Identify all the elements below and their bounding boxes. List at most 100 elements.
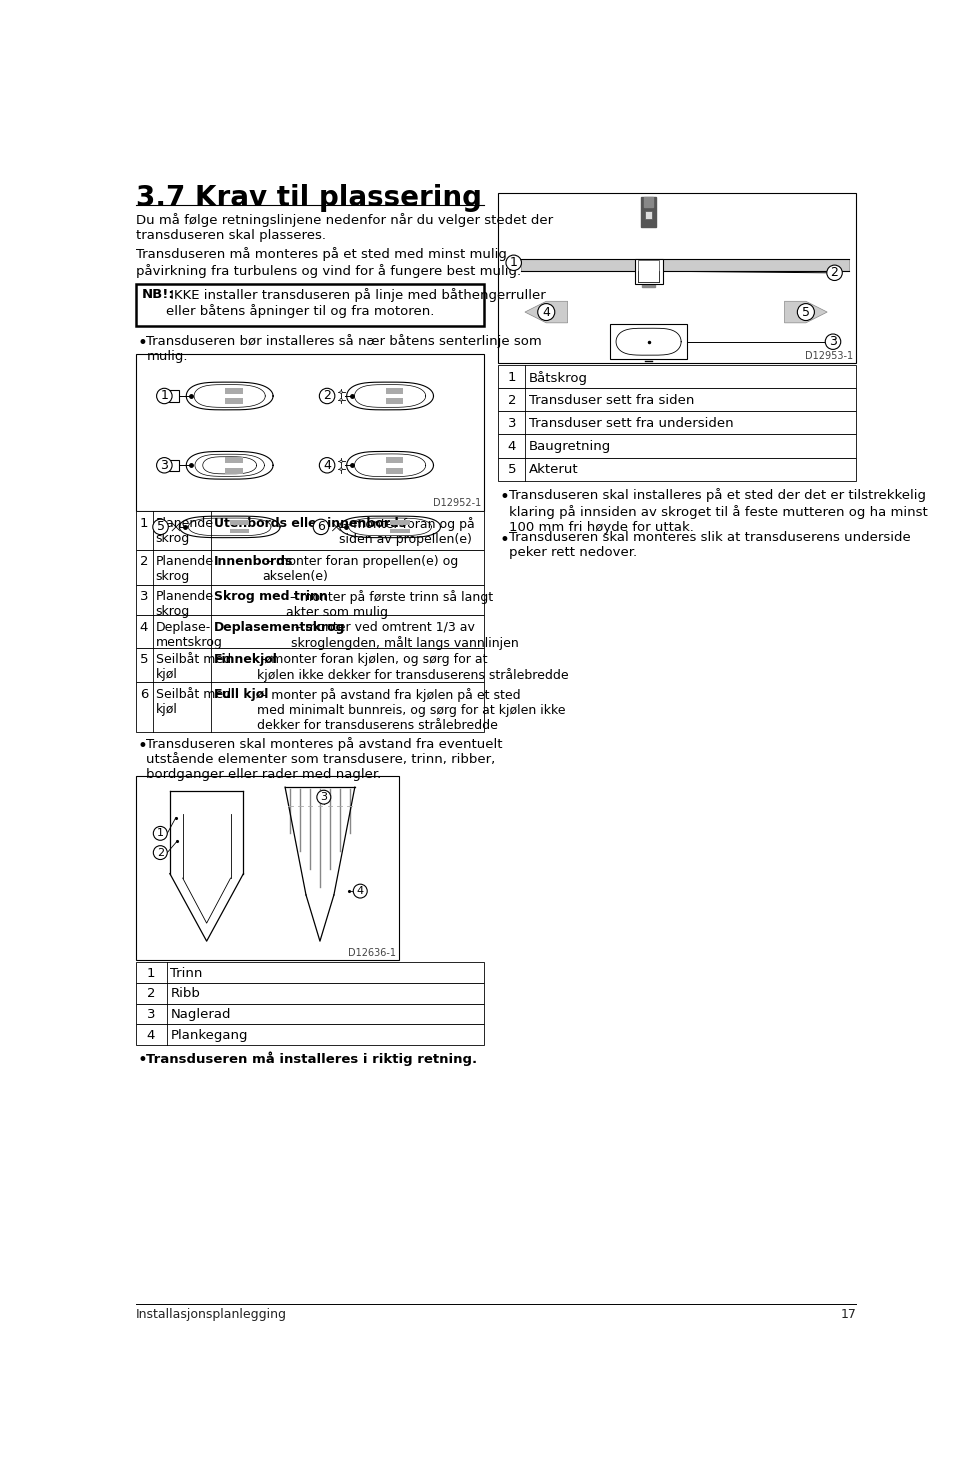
Bar: [644, 197, 653, 206]
Bar: [135, 585, 484, 616]
Circle shape: [320, 389, 335, 404]
Circle shape: [340, 460, 343, 463]
Circle shape: [827, 266, 842, 280]
Bar: [135, 962, 484, 982]
Text: 4: 4: [357, 886, 364, 896]
Polygon shape: [525, 301, 567, 324]
Text: 3: 3: [140, 591, 148, 603]
Polygon shape: [784, 301, 828, 324]
Circle shape: [156, 389, 172, 404]
Polygon shape: [347, 383, 434, 410]
Text: Transduseren skal installeres på et sted der det er tilstrekkelig
klaring på inn: Transduseren skal installeres på et sted…: [509, 488, 927, 534]
Circle shape: [317, 789, 331, 804]
Text: NB!:: NB!:: [142, 288, 175, 301]
Text: 3: 3: [160, 459, 168, 472]
Text: Installasjonsplanlegging: Installasjonsplanlegging: [135, 1309, 286, 1321]
Text: Transduser sett fra undersiden: Transduser sett fra undersiden: [529, 417, 733, 430]
Text: 5: 5: [140, 653, 148, 666]
Text: 4: 4: [542, 306, 550, 319]
Text: 4: 4: [147, 1028, 156, 1042]
Text: Transduser sett fra siden: Transduser sett fra siden: [529, 393, 695, 407]
Bar: [386, 387, 403, 393]
Text: 4: 4: [508, 439, 516, 453]
Circle shape: [353, 884, 368, 898]
Bar: [498, 365, 856, 389]
Bar: [135, 1003, 484, 1024]
Bar: [386, 398, 403, 405]
Polygon shape: [347, 451, 434, 479]
Bar: [635, 258, 662, 283]
Bar: [226, 387, 243, 393]
Circle shape: [313, 519, 328, 534]
Text: 1: 1: [160, 389, 168, 402]
Text: – monter foran kjølen, og sørg for at
kjølen ikke dekker for transduserens strål: – monter foran kjølen, og sørg for at kj…: [257, 653, 568, 683]
Bar: [169, 460, 180, 470]
Text: Trinn: Trinn: [170, 966, 203, 979]
Text: •: •: [137, 1051, 147, 1070]
Text: 3.7 Krav til plassering: 3.7 Krav til plassering: [135, 184, 482, 212]
Text: 4: 4: [140, 620, 148, 634]
Bar: [645, 211, 652, 218]
Text: 2: 2: [830, 266, 838, 279]
Text: Transduseren bør installeres så nær båtens senterlinje som
mulig.: Transduseren bør installeres så nær båte…: [146, 334, 542, 362]
Text: Finnekjøl: Finnekjøl: [214, 653, 277, 666]
Text: 2: 2: [508, 393, 516, 407]
Text: – monter på avstand fra kjølen på et sted
med minimalt bunnreis, og sørg for at : – monter på avstand fra kjølen på et ste…: [257, 687, 565, 732]
Text: Transduseren må installeres i riktig retning.: Transduseren må installeres i riktig ret…: [146, 1051, 477, 1066]
Polygon shape: [186, 451, 273, 479]
Text: Planende
skrog: Planende skrog: [156, 555, 214, 583]
Bar: [610, 325, 687, 359]
Text: 6: 6: [317, 521, 324, 533]
Bar: [641, 197, 657, 227]
Text: 17: 17: [840, 1309, 856, 1321]
Text: 1: 1: [156, 828, 164, 838]
Circle shape: [340, 399, 343, 401]
Text: D12953-1: D12953-1: [805, 350, 853, 361]
Text: Transduseren skal monteres slik at transduserens underside
peker rett nedover.: Transduseren skal monteres slik at trans…: [509, 531, 911, 559]
Text: 1: 1: [508, 371, 516, 383]
Text: – monter på første trinn så langt
akter som mulig: – monter på første trinn så langt akter …: [286, 591, 493, 619]
Circle shape: [153, 519, 168, 534]
Bar: [391, 528, 410, 533]
Circle shape: [154, 846, 167, 859]
Bar: [135, 1024, 484, 1045]
Circle shape: [156, 457, 172, 473]
Bar: [230, 521, 250, 525]
Bar: [230, 528, 250, 533]
Text: 2: 2: [156, 847, 164, 858]
Bar: [521, 258, 849, 272]
Bar: [135, 649, 484, 683]
Text: IKKE installer transduseren på linje med båthengerruller
eller båtens åpninger t: IKKE installer transduseren på linje med…: [166, 288, 546, 319]
Text: D12952-1: D12952-1: [433, 499, 481, 509]
Bar: [498, 411, 856, 435]
Text: Seilbåt med
kjøl: Seilbåt med kjøl: [156, 653, 230, 681]
Bar: [135, 982, 484, 1003]
Circle shape: [506, 255, 521, 270]
Text: – monter ved omtrent 1/3 av
skroglengden, målt langs vannlinjen: – monter ved omtrent 1/3 av skroglengden…: [291, 620, 518, 650]
Bar: [135, 285, 484, 326]
Text: Baugretning: Baugretning: [529, 439, 612, 453]
Circle shape: [798, 304, 814, 321]
Text: 6: 6: [140, 687, 148, 700]
Text: – monter foran og på
siden av propellen(e): – monter foran og på siden av propellen(…: [339, 516, 474, 546]
Text: Transduseren skal monteres på avstand fra eventuelt
utstående elementer som tran: Transduseren skal monteres på avstand fr…: [146, 738, 503, 781]
Text: Deplase-
mentskrog: Deplase- mentskrog: [156, 620, 223, 649]
Bar: [135, 776, 399, 960]
Bar: [135, 353, 484, 510]
Text: Planende
skrog: Planende skrog: [156, 591, 214, 617]
Text: Innenbords: Innenbords: [214, 555, 293, 568]
Text: 5: 5: [156, 521, 164, 533]
Text: 4: 4: [324, 459, 331, 472]
Polygon shape: [186, 383, 273, 410]
Bar: [169, 390, 180, 402]
Text: 3: 3: [147, 1008, 156, 1021]
Bar: [498, 389, 856, 411]
Text: 1: 1: [140, 516, 148, 530]
Text: Transduseren må monteres på et sted med minst mulig
påvirkning fra turbulens og : Transduseren må monteres på et sted med …: [135, 248, 520, 278]
Bar: [226, 398, 243, 405]
Bar: [226, 467, 243, 473]
Text: Plankegang: Plankegang: [170, 1028, 248, 1042]
Text: Deplasementskrog: Deplasementskrog: [214, 620, 346, 634]
Text: 5: 5: [508, 463, 516, 476]
Text: Seilbåt med
kjøl: Seilbåt med kjøl: [156, 687, 230, 715]
